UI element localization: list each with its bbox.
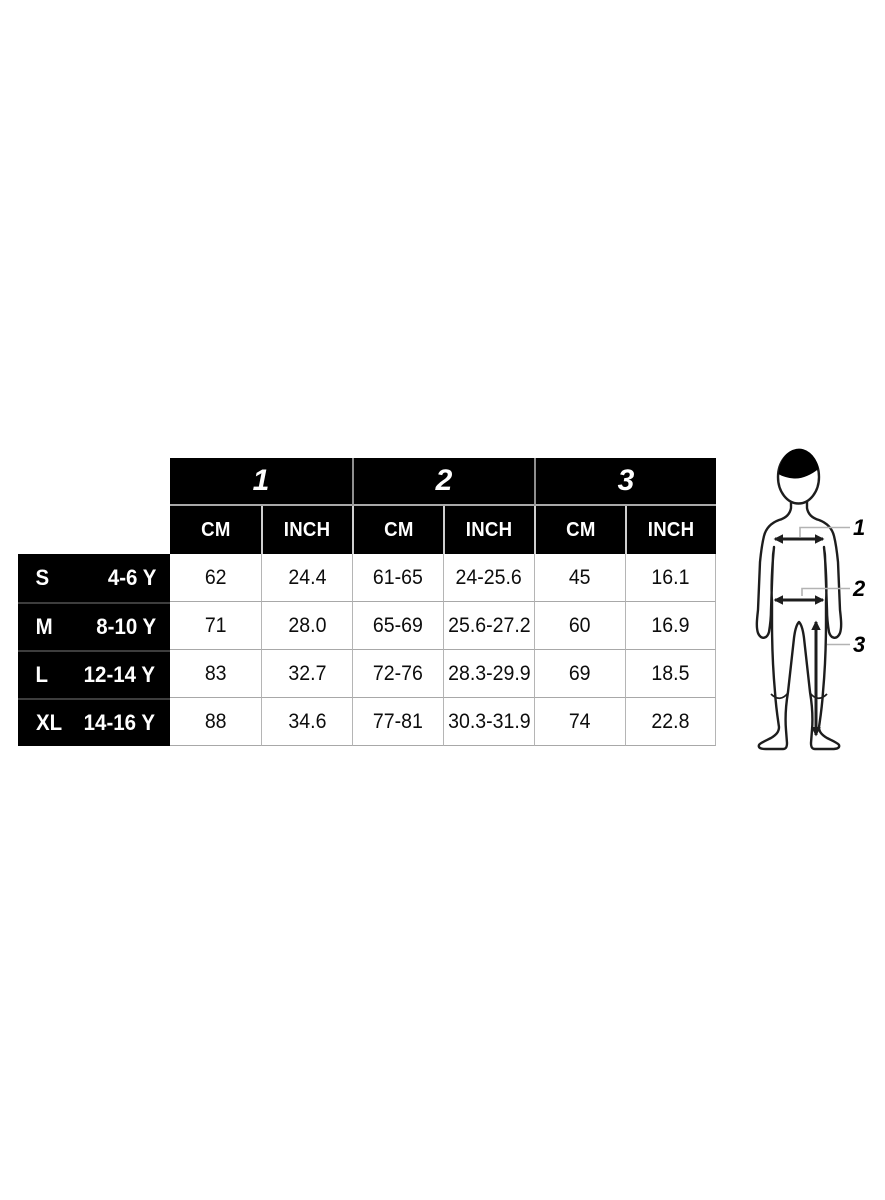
table-cell: 18.5 [625, 650, 716, 698]
cell-value: 28.0 [287, 613, 327, 637]
table-cell: 88 [170, 698, 261, 746]
table-cell: 77-81 [352, 698, 443, 746]
figure-label-1: 1 [853, 515, 865, 540]
cell-value: 25.6-27.2 [447, 613, 531, 637]
cell-value: 61-65 [373, 565, 423, 589]
table-cell: 28.0 [261, 602, 352, 650]
size-label: XL [35, 710, 63, 735]
cell-value: 24-25.6 [455, 565, 523, 589]
table-cell: 71 [170, 602, 261, 650]
measure-group-header-3: 3 [534, 458, 716, 506]
cell-value: 45 [569, 565, 591, 589]
leader-line-2 [801, 587, 850, 596]
cell-value: 24.4 [287, 565, 327, 589]
table-cell: 74 [534, 698, 625, 746]
table-cell: 16.9 [625, 602, 716, 650]
unit-header-inch-2: INCH [443, 506, 534, 554]
table-cell: 65-69 [352, 602, 443, 650]
cell-value: 88 [204, 709, 227, 733]
cell-value: 83 [204, 661, 227, 685]
cell-value: 60 [569, 613, 591, 637]
cell-value: 30.3-31.9 [447, 709, 531, 733]
cell-value: 32.7 [287, 661, 327, 685]
table-cell: 30.3-31.9 [443, 698, 534, 746]
table-cell: 25.6-27.2 [443, 602, 534, 650]
cell-value: 34.6 [287, 709, 327, 733]
table-cell: 28.3-29.9 [443, 650, 534, 698]
leader-line-1 [799, 526, 850, 537]
table-cell: 34.6 [261, 698, 352, 746]
table-cell: 62 [170, 554, 261, 602]
unit-header-inch-3: INCH [625, 506, 716, 554]
table-cell: 24.4 [261, 554, 352, 602]
age-range-label: 12-14 Y [84, 662, 156, 687]
cell-value: 22.8 [651, 709, 690, 733]
table-cell: 24-25.6 [443, 554, 534, 602]
cell-value: 65-69 [373, 613, 423, 637]
unit-header-label: INCH [648, 518, 695, 541]
cell-value: 62 [204, 565, 227, 589]
figure-label-3: 3 [853, 632, 865, 657]
table-cell: 32.7 [261, 650, 352, 698]
table-corner-spacer [18, 458, 170, 554]
body-measurement-figure: 1 2 3 [755, 448, 866, 751]
size-chart-table: 1 2 3 CM INCH CM INCH CM INCH S 4-6 Y 62… [18, 458, 716, 746]
table-cell: 69 [534, 650, 625, 698]
unit-header-inch-1: INCH [261, 506, 352, 554]
table-cell: 83 [170, 650, 261, 698]
cell-value: 18.5 [651, 661, 690, 685]
cell-value: 16.1 [651, 565, 690, 589]
unit-header-cm-1: CM [170, 506, 261, 554]
cell-value: 69 [569, 661, 591, 685]
size-label: L [35, 662, 48, 687]
measure-group-header-1: 1 [170, 458, 352, 506]
cell-value: 28.3-29.9 [447, 661, 531, 685]
table-cell: 16.1 [625, 554, 716, 602]
unit-header-label: CM [200, 518, 231, 541]
figure-label-2: 2 [852, 576, 866, 601]
age-range-label: 8-10 Y [95, 614, 156, 639]
table-cell: 60 [534, 602, 625, 650]
size-label: M [35, 614, 53, 639]
cell-value: 16.9 [651, 613, 690, 637]
body-outline-path [755, 498, 843, 751]
table-cell: 45 [534, 554, 625, 602]
row-header-m: M 8-10 Y [18, 602, 170, 650]
size-label: S [35, 565, 50, 590]
hair [778, 448, 819, 479]
unit-header-label: INCH [284, 518, 331, 541]
unit-header-label: CM [383, 518, 414, 541]
row-header-s: S 4-6 Y [18, 554, 170, 602]
row-header-l: L 12-14 Y [18, 650, 170, 698]
table-cell: 22.8 [625, 698, 716, 746]
age-range-label: 4-6 Y [107, 565, 157, 590]
age-range-label: 14-16 Y [84, 710, 156, 735]
unit-header-label: INCH [466, 518, 513, 541]
unit-header-cm-3: CM [534, 506, 625, 554]
left-knee-line [770, 692, 789, 700]
table-cell: 61-65 [352, 554, 443, 602]
table-cell: 72-76 [352, 650, 443, 698]
cell-value: 72-76 [373, 661, 423, 685]
cell-value: 77-81 [373, 709, 423, 733]
cell-value: 71 [204, 613, 227, 637]
unit-header-cm-2: CM [352, 506, 443, 554]
measure-group-header-2: 2 [352, 458, 534, 506]
cell-value: 74 [569, 709, 591, 733]
unit-header-label: CM [565, 518, 596, 541]
row-header-xl: XL 14-16 Y [18, 698, 170, 746]
